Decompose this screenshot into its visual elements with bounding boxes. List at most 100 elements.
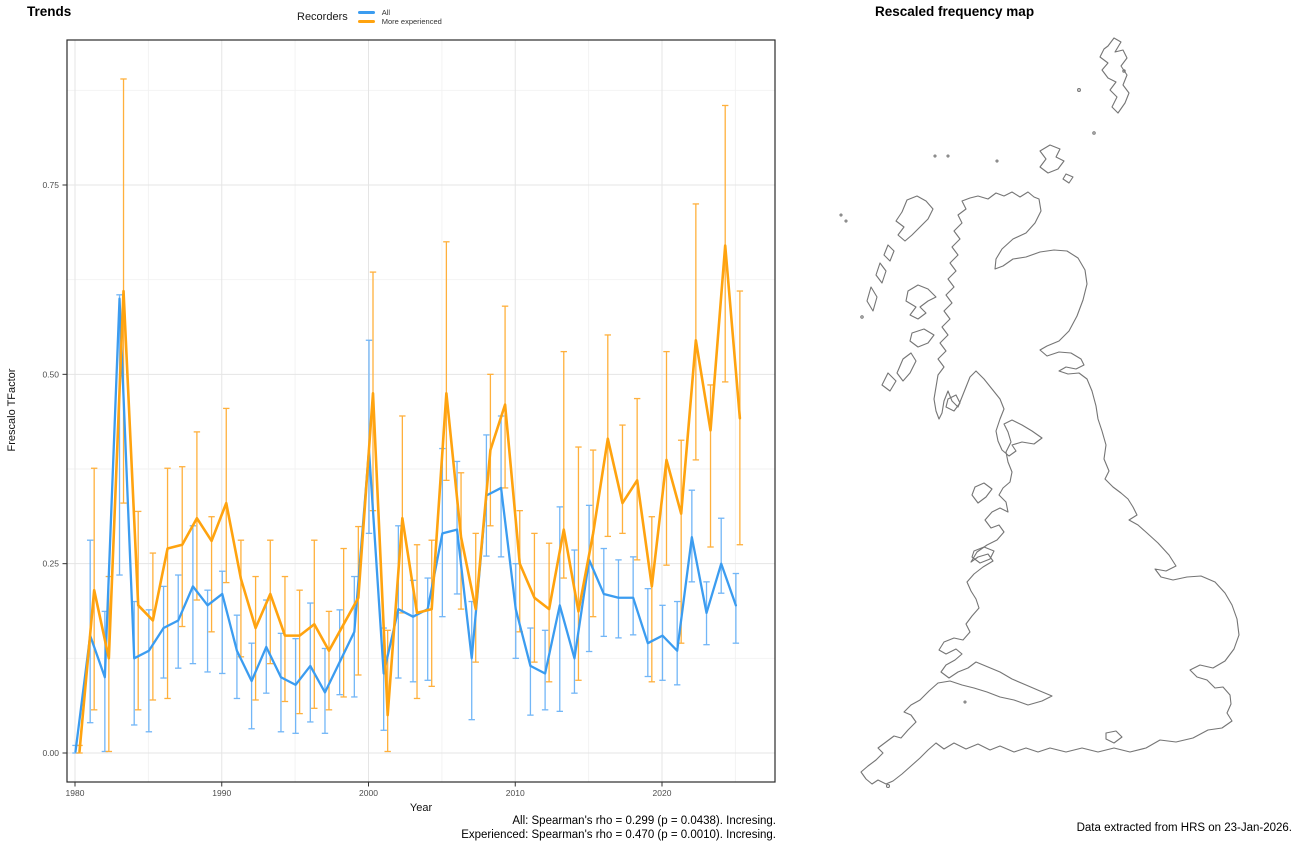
errorbar-more-experienced <box>296 589 303 715</box>
errorbar-more-experienced <box>135 510 142 711</box>
trend-line-all <box>74 297 738 753</box>
trends-title: Trends <box>27 4 72 19</box>
errorbar-all <box>160 585 167 679</box>
lewis-harris-outline <box>895 195 934 242</box>
legend-line-swatch <box>357 11 375 14</box>
errorbar-more-experienced <box>164 467 171 700</box>
legend-line-swatch <box>357 20 375 23</box>
plot-panel <box>67 40 775 782</box>
errorbar-all <box>585 504 593 653</box>
errorbar-more-experienced <box>663 350 670 566</box>
errorbar-more-experienced <box>267 539 274 665</box>
errorbar-more-experienced <box>692 203 700 461</box>
trends-chart: 1980 1990 2000 2010 2020 0.00 0.25 0.50 0.75 <box>42 39 776 798</box>
stroma-dot <box>995 159 999 163</box>
errorbar-more-experienced <box>560 350 567 579</box>
errorbar-all <box>307 602 314 723</box>
x-tick-label: 2010 <box>506 788 525 798</box>
uist-outline-2 <box>875 262 887 284</box>
x-axis-title: Year <box>409 802 433 814</box>
st-kilda-dot-2 <box>844 219 848 223</box>
isle-of-wight-outline <box>1105 730 1123 744</box>
errorbar-more-experienced <box>223 407 230 584</box>
arran-outline <box>945 394 961 412</box>
shetland-outline <box>1099 37 1130 114</box>
x-tick-label: 2000 <box>359 788 378 798</box>
y-tick-label: 0.00 <box>42 748 59 758</box>
spearman-caption-experienced: Experienced: Spearman's rho = 0.470 (p =… <box>461 828 776 841</box>
scilly-dot <box>885 783 891 789</box>
errorbar-more-experienced <box>252 575 259 701</box>
panel-border <box>66 39 776 783</box>
orkney-north-dot <box>1092 131 1096 135</box>
errorbar-more-experienced <box>443 241 450 482</box>
errorbar-all <box>732 572 740 644</box>
lundy-dot <box>963 700 967 704</box>
orkney-outline <box>1039 144 1065 174</box>
errorbar-all <box>116 294 123 576</box>
barra-head-dot <box>860 315 864 319</box>
errorbar-all <box>336 609 343 696</box>
y-axis-title: Frescalo TFactor <box>6 368 18 452</box>
errorbar-more-experienced <box>604 334 611 538</box>
errorbar-more-experienced <box>325 610 333 711</box>
errorbar-more-experienced <box>193 431 201 601</box>
x-tick-label: 2020 <box>653 788 672 798</box>
islay-outline <box>881 372 897 392</box>
shetland-skerry-dot <box>1122 69 1126 73</box>
legend-item-label: More experienced <box>381 17 442 26</box>
errorbar-more-experienced <box>575 446 582 681</box>
errorbar-all <box>644 588 652 678</box>
errorbar-all <box>571 549 578 694</box>
errorbar-more-experienced <box>648 516 656 683</box>
mull-outline <box>909 328 935 348</box>
jura-outline <box>896 352 917 382</box>
errorbar-all <box>629 556 637 636</box>
errorbar-more-experienced <box>208 516 215 633</box>
errorbar-more-experienced <box>355 525 362 676</box>
errorbar-more-experienced <box>619 424 626 535</box>
y-tick-label: 0.75 <box>42 180 59 190</box>
errorbar-all <box>219 570 226 675</box>
north-rona-dot <box>946 154 950 158</box>
map-title: Rescaled frequency map <box>875 4 1035 19</box>
legend-items: All More experienced <box>352 8 442 26</box>
recorders-legend: Recorders All More experienced <box>297 8 442 26</box>
x-tick-label: 1990 <box>212 788 231 798</box>
uist-outline-1 <box>883 244 895 262</box>
legend-item-all: All <box>357 8 442 17</box>
y-tick-label: 0.25 <box>42 559 59 569</box>
errorbar-all <box>659 604 666 681</box>
errorbar-all <box>351 575 358 698</box>
legend-item-label: All <box>381 8 391 17</box>
errorbar-all <box>248 642 255 730</box>
spearman-caption: All: Spearman's rho = 0.299 (p = 0.0438)… <box>0 815 776 842</box>
errorbar-all <box>233 614 241 700</box>
errorbar-more-experienced <box>707 384 714 548</box>
gb-mainland-outline <box>860 191 1240 785</box>
errorbar-more-experienced <box>413 544 421 700</box>
errorbar-all <box>145 609 153 733</box>
isle-of-man-outline <box>971 482 993 504</box>
gb-map <box>839 37 1240 789</box>
legend-title: Recorders <box>297 11 348 23</box>
spearman-caption-all: All: Spearman's rho = 0.299 (p = 0.0438)… <box>512 815 776 827</box>
errorbar-more-experienced <box>149 552 157 701</box>
orkney-south-isle <box>1062 173 1074 184</box>
errorbar-more-experienced <box>281 575 289 703</box>
errorbar-all <box>424 577 431 681</box>
errorbar-more-experienced <box>722 104 729 383</box>
skye-outline <box>905 284 937 320</box>
legend-item-more-experienced: More experienced <box>357 17 442 26</box>
fair-isle-dot <box>1077 88 1081 92</box>
trend-line-more-experienced <box>78 244 742 753</box>
errorbar-more-experienced <box>501 305 509 489</box>
errorbar-all <box>453 460 461 595</box>
gb-coastline <box>839 37 1240 789</box>
anglesey-outline <box>971 546 995 564</box>
st-kilda-dot-1 <box>839 213 843 217</box>
uist-outline-3 <box>866 286 878 312</box>
errorbar-more-experienced <box>428 539 435 688</box>
x-tick-label: 1980 <box>66 788 85 798</box>
